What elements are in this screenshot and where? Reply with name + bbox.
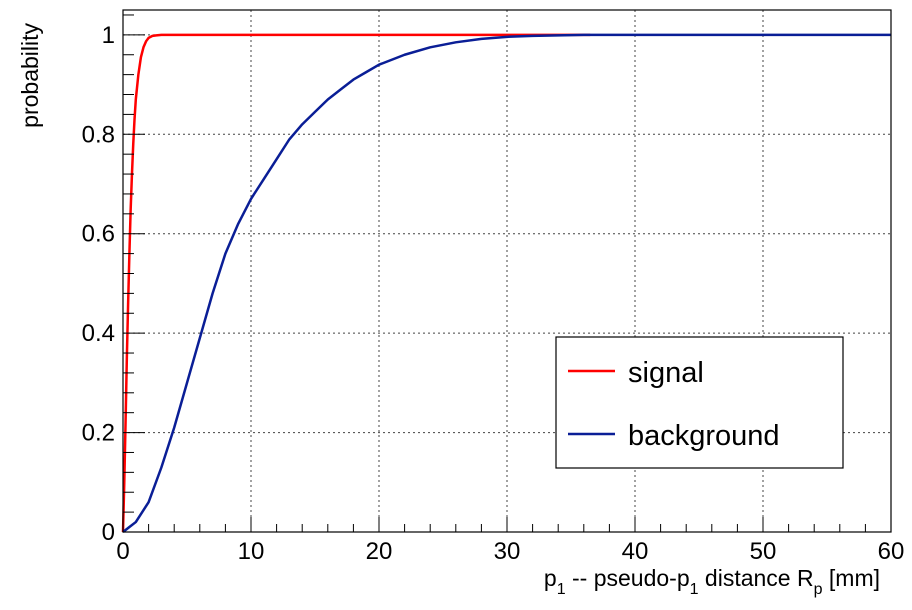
x-axis-title-sub1: 1 (557, 581, 566, 598)
y-tick-label: 1 (102, 22, 115, 49)
y-axis-title: probability (17, 23, 43, 128)
x-tick-label: 30 (494, 538, 521, 565)
x-tick-label: 20 (366, 538, 393, 565)
x-axis-title: p1 -- pseudo-p1 distance Rp [mm] (544, 565, 880, 598)
tick-labels: 0 10 20 30 40 50 60 0 0.2 0.4 0.6 0.8 1 (82, 22, 905, 565)
x-axis-title-unit: [mm] (823, 565, 881, 591)
x-tick-label: 60 (878, 538, 905, 565)
x-tick-label: 10 (238, 538, 265, 565)
y-tick-label: 0.4 (82, 320, 115, 347)
x-axis-title-mid: -- pseudo-p (566, 565, 690, 591)
y-tick-label: 0.2 (82, 420, 115, 447)
y-tick-label: 0.6 (82, 221, 115, 248)
x-axis-title-sub2: 1 (690, 581, 699, 598)
series-line-background (122, 33, 891, 533)
legend-label-background: background (628, 420, 780, 452)
x-tick-label: 40 (622, 538, 649, 565)
y-tick-label: 0 (102, 519, 115, 546)
legend-box (555, 336, 844, 469)
legend-label-signal: signal (628, 357, 704, 389)
axis-ticks (122, 14, 892, 533)
x-axis-title-dist: distance R (699, 565, 814, 591)
x-axis-title-p: p (544, 565, 557, 591)
y-tick-label: 0.8 (82, 121, 115, 148)
x-tick-label: 0 (116, 538, 129, 565)
x-axis-title-sub3: p (814, 581, 823, 598)
legend: signal background (555, 336, 844, 469)
series-lines (121, 33, 891, 533)
x-tick-label: 50 (750, 538, 777, 565)
series-line-signal (121, 33, 591, 533)
